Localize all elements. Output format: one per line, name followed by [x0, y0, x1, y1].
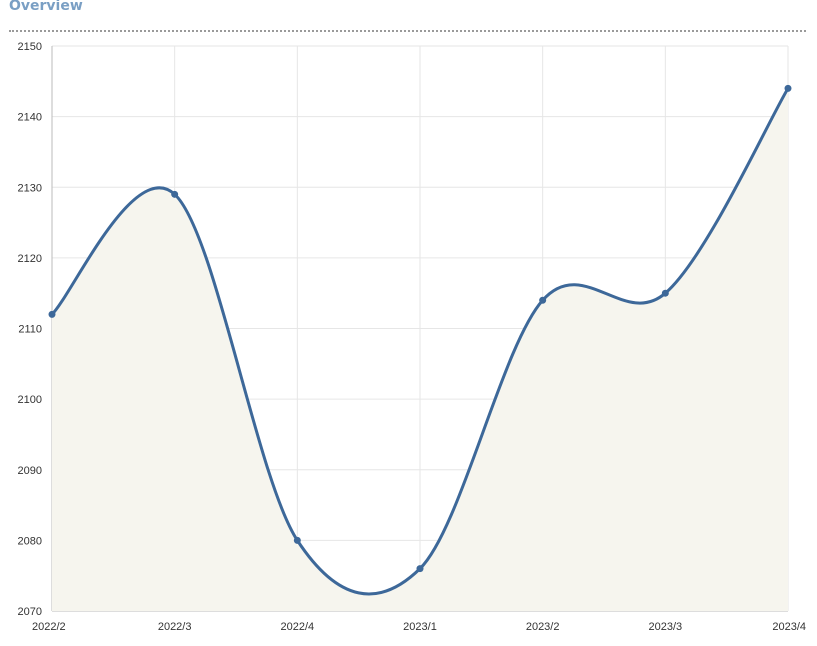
data-points: [48, 84, 792, 573]
y-axis-labels: 2070 2080 2090 2100 2110 2120 2130 2140 2150: [18, 41, 42, 618]
y-tick-label: 2090: [18, 465, 42, 477]
y-tick-label: 2140: [18, 112, 42, 124]
x-tick-label: 2022/3: [158, 621, 192, 633]
x-tick-label: 2023/1: [403, 621, 437, 633]
x-axis-labels: 2022/2 2022/3 2022/4 2023/1 2023/2 2023/3 2023…: [32, 621, 806, 633]
data-point[interactable]: [539, 296, 547, 304]
x-tick-label: 2022/4: [281, 621, 315, 633]
data-point[interactable]: [416, 565, 424, 573]
y-tick-label: 2130: [18, 182, 42, 194]
data-point[interactable]: [171, 190, 179, 198]
x-tick-label: 2022/2: [32, 621, 66, 633]
y-tick-label: 2110: [18, 324, 42, 336]
header-divider: [9, 30, 806, 32]
y-tick-label: 2120: [18, 253, 42, 265]
data-point[interactable]: [293, 536, 301, 544]
y-tick-label: 2070: [18, 606, 42, 618]
series-area: [52, 88, 788, 611]
panel-header: Overview: [0, 0, 817, 34]
data-point[interactable]: [48, 310, 56, 318]
y-tick-label: 2080: [18, 535, 42, 547]
y-tick-label: 2150: [18, 41, 42, 53]
x-tick-label: 2023/2: [526, 621, 560, 633]
data-point[interactable]: [784, 84, 792, 92]
x-tick-label: 2023/3: [649, 621, 683, 633]
data-point[interactable]: [661, 289, 669, 297]
panel-title: Overview: [9, 0, 83, 14]
y-tick-label: 2100: [18, 394, 42, 406]
x-tick-label: 2023/4: [772, 621, 806, 633]
